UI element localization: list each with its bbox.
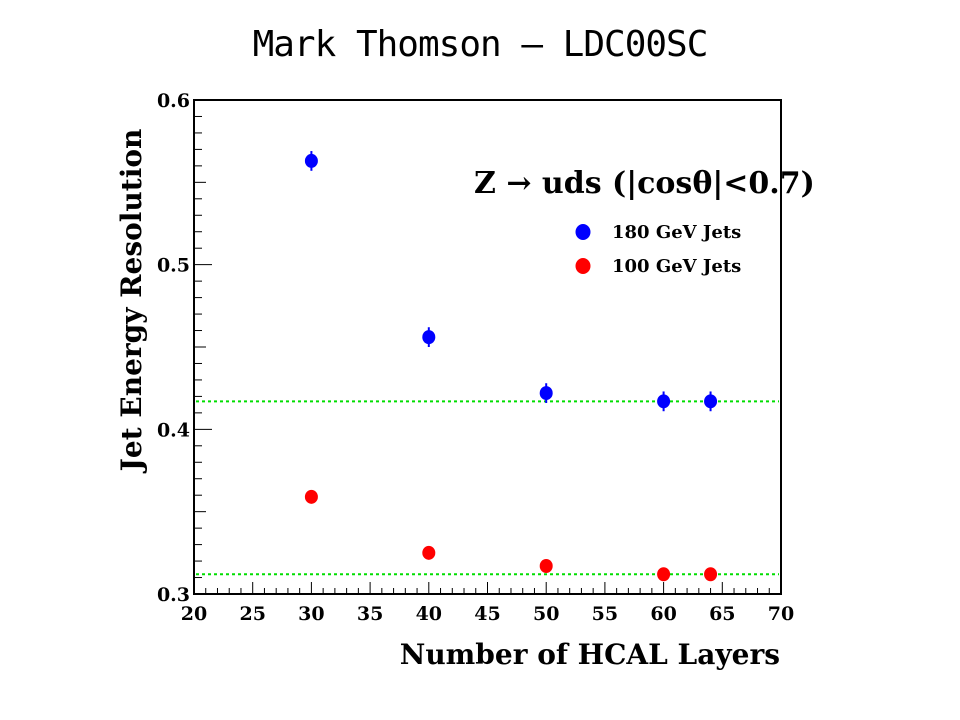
plot-frame-group bbox=[193, 99, 782, 595]
data-point-series-2 bbox=[657, 567, 671, 582]
plot-frame bbox=[193, 99, 782, 595]
x-tick-label: 25 bbox=[239, 603, 265, 625]
y-tick-label: 0.5 bbox=[157, 255, 190, 277]
x-tick-label: 20 bbox=[181, 603, 207, 625]
x-tick-label: 60 bbox=[650, 603, 676, 625]
data-point-series-1 bbox=[657, 394, 671, 409]
data-point-series-2 bbox=[422, 545, 436, 560]
legend: Z → uds (|cosθ|<0.7) 180 GeV Jets 100 GeV… bbox=[474, 166, 815, 277]
x-tick-label: 35 bbox=[357, 603, 383, 625]
x-tick-label: 45 bbox=[474, 603, 500, 625]
data-point-series-1 bbox=[704, 394, 718, 409]
axis-ticks: 20 25 30 35 40 45 50 55 60 65 70 0.3 0.4 0.5 0.6 bbox=[157, 90, 794, 625]
legend-label-series-2: 100 GeV Jets bbox=[612, 256, 741, 277]
data-point-series-2 bbox=[704, 567, 718, 582]
y-axis-title: Jet Energy Resolution bbox=[115, 129, 148, 475]
x-tick-label: 50 bbox=[533, 603, 559, 625]
x-tick-label: 30 bbox=[298, 603, 324, 625]
data-point-series-1 bbox=[422, 330, 436, 345]
x-tick-label: 40 bbox=[416, 603, 442, 625]
y-tick-label: 0.6 bbox=[157, 90, 190, 112]
legend-header: Z → uds (|cosθ|<0.7) bbox=[474, 166, 815, 201]
data-point-series-1 bbox=[539, 386, 553, 401]
y-tick-label: 0.3 bbox=[157, 584, 190, 606]
y-tick-label: 0.4 bbox=[157, 419, 190, 441]
x-tick-label: 65 bbox=[709, 603, 735, 625]
legend-marker-series-2 bbox=[575, 258, 591, 274]
slide-title: Mark Thomson – LDC00SC bbox=[252, 24, 709, 65]
data-point-series-2 bbox=[539, 559, 553, 574]
data-point-series-2 bbox=[304, 489, 318, 504]
reference-lines bbox=[196, 400, 779, 576]
data-points bbox=[304, 151, 718, 582]
data-point-series-1 bbox=[304, 153, 318, 168]
legend-label-series-1: 180 GeV Jets bbox=[612, 222, 741, 243]
x-tick-label: 70 bbox=[768, 603, 794, 625]
x-axis-title: Number of HCAL Layers bbox=[400, 638, 780, 671]
legend-marker-series-1 bbox=[575, 224, 591, 240]
x-tick-label: 55 bbox=[592, 603, 618, 625]
